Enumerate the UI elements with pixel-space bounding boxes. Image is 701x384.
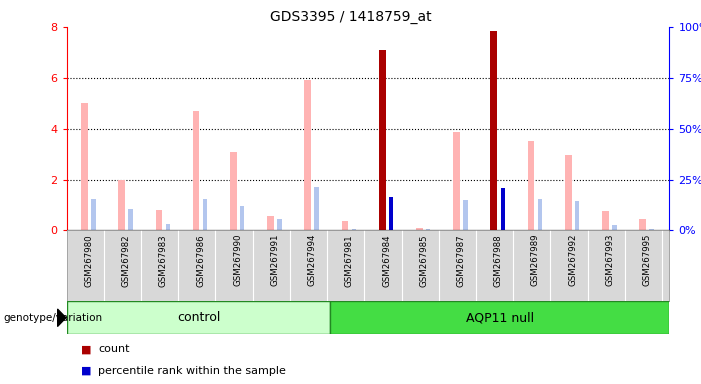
- Text: GSM267994: GSM267994: [308, 234, 317, 286]
- Bar: [240, 206, 245, 230]
- Bar: [165, 224, 170, 230]
- Bar: [528, 141, 534, 230]
- Bar: [341, 222, 348, 230]
- Bar: [416, 228, 423, 230]
- Text: GSM267984: GSM267984: [382, 234, 391, 286]
- Text: GSM267981: GSM267981: [345, 234, 354, 286]
- Text: GSM267983: GSM267983: [159, 234, 168, 286]
- Bar: [575, 201, 579, 230]
- Bar: [426, 229, 430, 230]
- Bar: [565, 156, 571, 230]
- Text: GSM267980: GSM267980: [84, 234, 93, 286]
- Bar: [278, 219, 282, 230]
- Bar: [118, 180, 125, 230]
- Bar: [91, 199, 95, 230]
- Bar: [501, 189, 505, 230]
- Polygon shape: [57, 309, 66, 326]
- Bar: [315, 187, 319, 230]
- Text: ■: ■: [81, 344, 91, 354]
- Bar: [639, 219, 646, 230]
- Bar: [649, 229, 654, 230]
- Text: GSM267985: GSM267985: [419, 234, 428, 286]
- Text: GSM267987: GSM267987: [456, 234, 465, 286]
- Bar: [304, 80, 311, 230]
- Bar: [389, 197, 393, 230]
- Bar: [67, 301, 330, 334]
- Bar: [454, 132, 460, 230]
- Text: control: control: [177, 311, 220, 324]
- Bar: [602, 211, 608, 230]
- Bar: [330, 301, 669, 334]
- Text: GSM267982: GSM267982: [122, 234, 130, 286]
- Bar: [491, 140, 497, 230]
- Text: GSM267986: GSM267986: [196, 234, 205, 286]
- Bar: [128, 209, 132, 230]
- Bar: [267, 217, 274, 230]
- Bar: [193, 111, 200, 230]
- Bar: [230, 152, 237, 230]
- Text: count: count: [98, 344, 130, 354]
- Text: GSM267991: GSM267991: [271, 234, 280, 286]
- Bar: [379, 50, 386, 230]
- Bar: [389, 197, 393, 230]
- Bar: [203, 199, 207, 230]
- Bar: [81, 103, 88, 230]
- Text: GSM267992: GSM267992: [569, 234, 577, 286]
- Bar: [352, 229, 356, 230]
- Bar: [379, 50, 386, 230]
- Text: GSM267988: GSM267988: [494, 234, 503, 286]
- Text: GSM267989: GSM267989: [531, 234, 540, 286]
- Text: AQP11 null: AQP11 null: [466, 311, 534, 324]
- Text: ■: ■: [81, 366, 91, 376]
- Text: GSM267993: GSM267993: [606, 234, 614, 286]
- Text: GDS3395 / 1418759_at: GDS3395 / 1418759_at: [270, 10, 431, 23]
- Bar: [612, 225, 617, 230]
- Bar: [501, 197, 505, 230]
- Bar: [156, 210, 162, 230]
- Text: percentile rank within the sample: percentile rank within the sample: [98, 366, 286, 376]
- Bar: [538, 199, 542, 230]
- Text: genotype/variation: genotype/variation: [4, 313, 102, 323]
- Bar: [463, 200, 468, 230]
- Bar: [491, 31, 497, 230]
- Text: GSM267995: GSM267995: [643, 234, 652, 286]
- Text: GSM267990: GSM267990: [233, 234, 243, 286]
